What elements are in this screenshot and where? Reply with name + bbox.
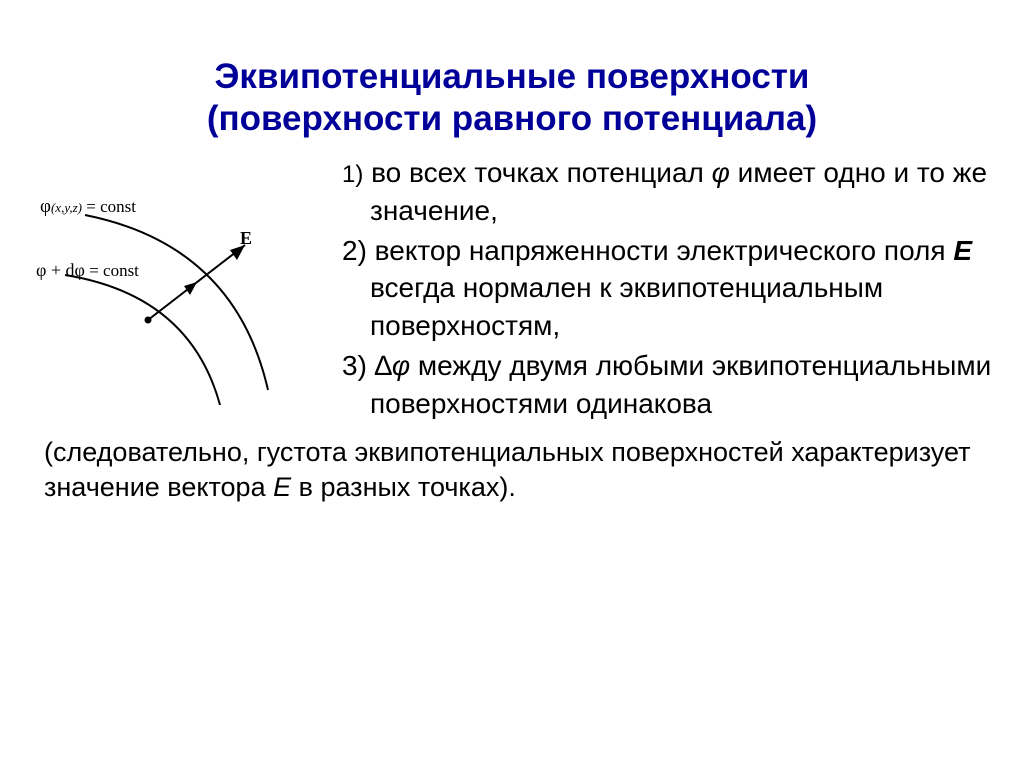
formula-phi-const: φ(x,y,z) = const bbox=[40, 196, 136, 218]
list-item-3: 3) ∆φ между двумя любыми эквипотенциальн… bbox=[310, 347, 994, 423]
text-column: 1) во всех точках потенциал φ имеет одно… bbox=[310, 154, 1024, 425]
e-symbol: E bbox=[953, 235, 972, 266]
mid-arrowhead bbox=[184, 282, 197, 295]
list-item-2: 2) вектор напряженности электрического п… bbox=[310, 232, 994, 345]
vector-e-label: E bbox=[240, 228, 252, 249]
title-line-1: Эквипотенциальные поверхности bbox=[215, 57, 810, 96]
item-1-number: 1) bbox=[342, 161, 363, 188]
item-3-number: 3) bbox=[342, 350, 367, 381]
item-2-number: 2) bbox=[342, 235, 367, 266]
formula-phi-dphi-const: φ + dφ = const bbox=[36, 260, 139, 281]
inner-arc bbox=[65, 275, 220, 405]
list-item-1: 1) во всех точках потенциал φ имеет одно… bbox=[310, 154, 994, 230]
footnote: (следовательно, густота эквипотенциальны… bbox=[0, 435, 1024, 505]
phi-symbol-2: φ bbox=[392, 350, 410, 381]
title-line-2: (поверхности равного потенциала) bbox=[207, 99, 817, 138]
content-row: φ(x,y,z) = const φ + dφ = const E 1) во … bbox=[0, 154, 1024, 425]
delta-symbol: ∆ bbox=[375, 350, 392, 381]
diagram-column: φ(x,y,z) = const φ + dφ = const E bbox=[0, 154, 310, 425]
origin-point bbox=[145, 317, 152, 324]
title: Эквипотенциальные поверхности (поверхнос… bbox=[0, 0, 1024, 140]
phi-symbol: φ bbox=[712, 157, 730, 188]
e-symbol-footnote: E bbox=[273, 472, 291, 502]
